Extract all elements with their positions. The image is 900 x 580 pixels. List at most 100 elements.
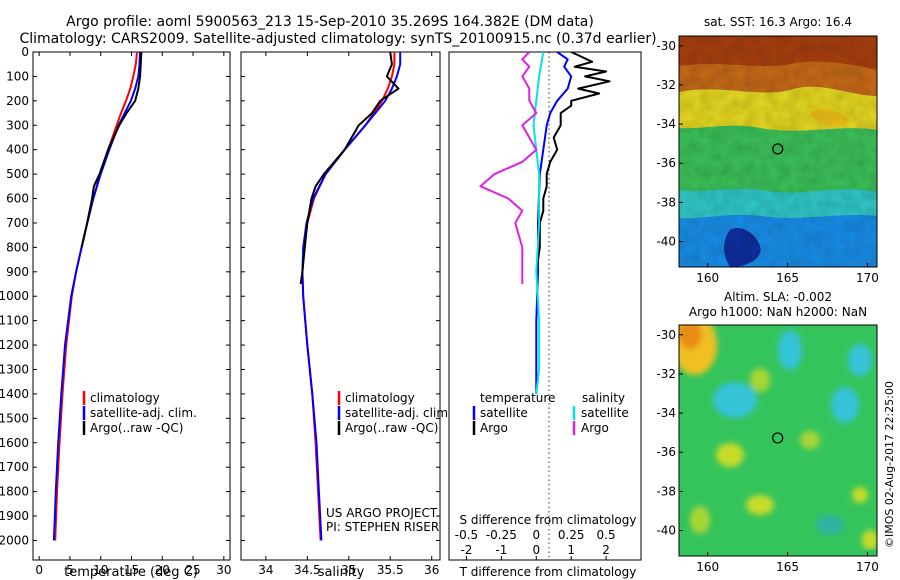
x-tick-label: 0 bbox=[532, 543, 540, 557]
y-tick-label: -30 bbox=[656, 328, 676, 342]
x-tick-label: -1 bbox=[495, 543, 507, 557]
temperature-x-ticks: 0 5 10 15 20 25 30 bbox=[35, 52, 231, 577]
x-tick-label: 160 bbox=[696, 560, 719, 574]
legend-temp-satellite-label: satellite bbox=[480, 406, 528, 420]
y-tick-label: 100 bbox=[6, 69, 29, 83]
pi-annotation: PI: STEPHEN RISER bbox=[326, 520, 439, 534]
y-tick-label: 400 bbox=[6, 143, 29, 157]
salinity-legend: climatology satellite-adj. clim. Argo(..… bbox=[337, 391, 452, 435]
legend-sal-argo-label: Argo bbox=[581, 421, 609, 435]
y-tick-label: 500 bbox=[6, 167, 29, 181]
difference-legend: temperature satellite Argo salinity sate… bbox=[472, 391, 629, 435]
legend-climatology-label: climatology bbox=[345, 391, 415, 405]
y-tick-label: 1900 bbox=[0, 509, 29, 523]
y-tick-label: -38 bbox=[656, 195, 676, 209]
y-tick-label: 2000 bbox=[0, 533, 29, 547]
y-tick-label: -40 bbox=[656, 235, 676, 249]
y-tick-label: -38 bbox=[656, 484, 676, 498]
x-tick-label: 165 bbox=[776, 271, 799, 285]
temperature-axes-box bbox=[32, 51, 231, 561]
y-tick-label: -34 bbox=[656, 117, 676, 131]
y-tick-label: -40 bbox=[656, 524, 676, 538]
legend-sal-satellite-label: satellite bbox=[581, 406, 629, 420]
y-tick-label: -32 bbox=[656, 367, 676, 381]
x-tick-label: 20 bbox=[155, 563, 170, 577]
sla-argo-position-marker bbox=[772, 432, 784, 444]
series-line-satellite-adj-clim bbox=[301, 52, 402, 541]
project-annotation: US ARGO PROJECT bbox=[326, 506, 438, 520]
x-tick-label: 25 bbox=[185, 563, 200, 577]
legend-climatology-label: climatology bbox=[90, 391, 160, 405]
salinity-lines bbox=[299, 52, 402, 541]
legend-satellite-label: satellite-adj. clim. bbox=[90, 406, 197, 420]
y-tick-label: 1600 bbox=[0, 436, 29, 450]
difference-axes-box bbox=[448, 51, 642, 561]
sst-map-frame bbox=[678, 35, 878, 268]
difference-lines bbox=[479, 52, 611, 395]
figure-title-line2: Climatology: CARS2009. Satellite-adjuste… bbox=[19, 31, 656, 47]
legend-temp-argo-label: Argo bbox=[480, 421, 508, 435]
legend-argo-label: Argo(..raw -QC) bbox=[345, 421, 438, 435]
top-tick-label: 0.25 bbox=[558, 528, 585, 542]
salinity-x-label: salinity bbox=[318, 565, 365, 580]
y-tick-label: 1800 bbox=[0, 485, 29, 499]
top-tick-label: 0 bbox=[532, 528, 540, 542]
figure-title-line1: Argo profile: aoml 5900563_213 15-Sep-20… bbox=[66, 14, 594, 30]
y-tick-label: 800 bbox=[6, 240, 29, 254]
salinity-axes-box bbox=[240, 51, 441, 561]
series-line-temperature-satellite bbox=[535, 52, 573, 394]
y-tick-label: 200 bbox=[6, 94, 29, 108]
x-tick-label: 1 bbox=[567, 543, 575, 557]
y-tick-label: -34 bbox=[656, 406, 676, 420]
temperature-x-label: temperature (deg C) bbox=[64, 565, 198, 580]
sst-map-title: sat. SST: 16.3 Argo: 16.4 bbox=[704, 15, 852, 29]
y-tick-label: 1400 bbox=[0, 387, 29, 401]
series-line-salinity-satellite bbox=[532, 52, 545, 395]
y-tick-label: 1200 bbox=[0, 338, 29, 352]
series-line-temperature-argo bbox=[535, 52, 611, 272]
difference-x-label-bottom: T difference from climatology bbox=[459, 565, 637, 579]
temperature-y-ticks: 0 100 200 300 400 500 600 700 800 900 1000 1100 1200… bbox=[0, 45, 230, 547]
x-tick-label: -2 bbox=[460, 543, 472, 557]
sst-map-ticks: 160 165 170 -30 -32 -34 -36 -38 -40 bbox=[656, 39, 878, 285]
y-tick-label: 1300 bbox=[0, 363, 29, 377]
y-tick-label: 900 bbox=[6, 265, 29, 279]
x-tick-label: 30 bbox=[216, 563, 231, 577]
legend-salinity-title: salinity bbox=[582, 391, 625, 405]
x-tick-label: 10 bbox=[93, 563, 108, 577]
x-tick-label: 36 bbox=[424, 563, 439, 577]
x-tick-label: 2 bbox=[602, 543, 610, 557]
y-tick-label: 1500 bbox=[0, 411, 29, 425]
x-tick-label: 35.5 bbox=[377, 563, 404, 577]
x-tick-label: 170 bbox=[856, 271, 879, 285]
x-tick-label: 170 bbox=[856, 560, 879, 574]
y-tick-label: -36 bbox=[656, 445, 676, 459]
legend-argo-label: Argo(..raw -QC) bbox=[90, 421, 183, 435]
salinity-y-ticks bbox=[241, 51, 440, 541]
y-tick-label: 1700 bbox=[0, 460, 29, 474]
legend-temperature-title: temperature bbox=[480, 391, 555, 405]
x-tick-label: 34.5 bbox=[294, 563, 321, 577]
series-line-satellite-adj-clim bbox=[52, 52, 142, 541]
difference-panel: -2 -1 0 1 2 T difference from climatology S … bbox=[448, 51, 642, 579]
temperature-panel: 0100200300400500600700800900100011001200… bbox=[0, 45, 231, 580]
legend-satellite-label: satellite-adj. clim. bbox=[345, 406, 452, 420]
y-tick-label: 700 bbox=[6, 216, 29, 230]
top-tick-label: 0.5 bbox=[597, 528, 616, 542]
x-tick-label: 34 bbox=[258, 563, 273, 577]
copyright-watermark: ©IMOS 02-Aug-2017 22:25:00 bbox=[883, 381, 896, 548]
temperature-legend: climatology satellite-adj. clim. Argo(..… bbox=[82, 391, 197, 435]
sst-map-image bbox=[679, 36, 877, 267]
y-tick-label: -36 bbox=[656, 156, 676, 170]
y-tick-label: -30 bbox=[656, 39, 676, 53]
sla-map-frame bbox=[678, 324, 878, 557]
difference-x-ticks: -2 -1 0 1 2 bbox=[460, 543, 610, 560]
series-line-salinity-argo bbox=[479, 52, 538, 284]
sla-map-panel: Altim. SLA: -0.002 Argo h1000: NaN h2000… bbox=[656, 290, 878, 574]
y-tick-label: -32 bbox=[656, 78, 676, 92]
y-tick-label: 1000 bbox=[0, 289, 29, 303]
difference-x-label-top: S difference from climatology bbox=[460, 513, 637, 527]
y-tick-label: 1100 bbox=[0, 314, 29, 328]
y-tick-label: 600 bbox=[6, 192, 29, 206]
